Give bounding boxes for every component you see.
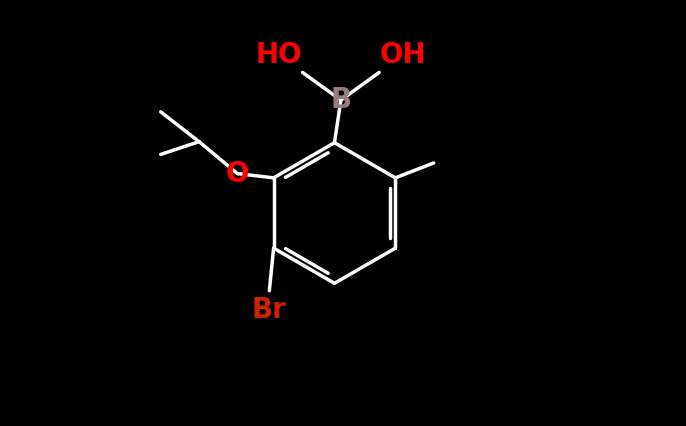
Text: O: O [226, 160, 249, 187]
Text: Br: Br [252, 296, 287, 324]
Text: OH: OH [379, 41, 426, 69]
Text: B: B [330, 86, 351, 114]
Text: HO: HO [256, 41, 303, 69]
